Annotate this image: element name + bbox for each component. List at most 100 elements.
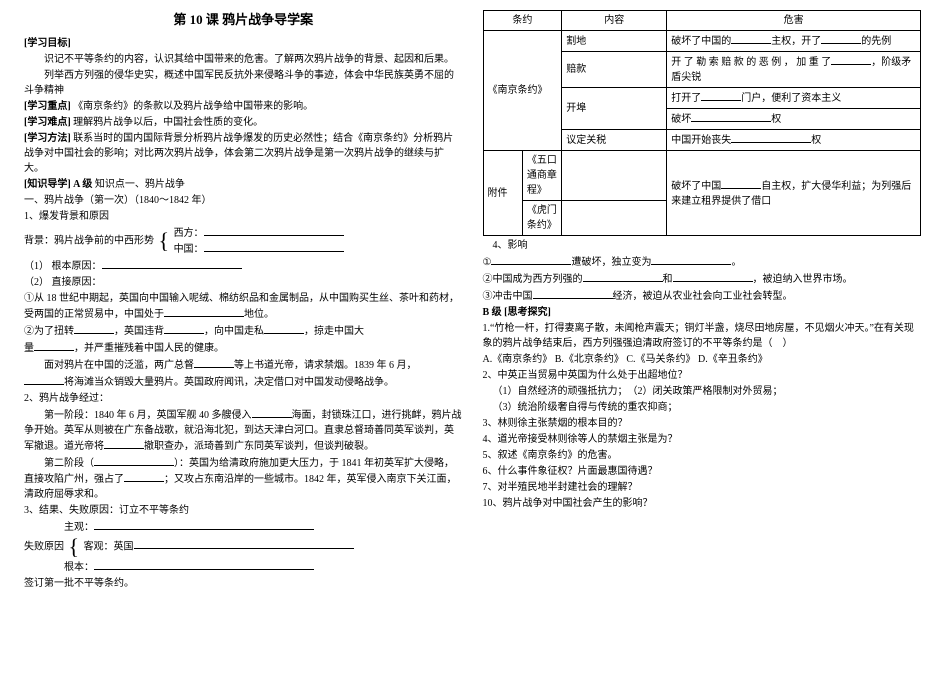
cause2-label: （2） 直接原因： [24,277,102,288]
t3: 的先例 [861,36,891,47]
cause-detail-b: ②为了扭转，英国违背，向中国走私，掠走中国大 [24,323,463,339]
cell-cede: 割地 [562,31,667,52]
t1: 破坏了中国的 [671,36,731,47]
q6: 6、什么事件象征权？片面最惠国待遇？ [483,464,922,479]
treaty-table: 条约 内容 危害 《南京条约》 割地 破坏了中国的 主权，开了 的先例 赔款 开 了… [483,10,922,236]
blank[interactable] [831,54,871,65]
ce-text: 将海滩当众销毁大量鸦片。英国政府闻讯，决定借口对中国发动侵略战争。 [64,377,394,388]
th-harm: 危害 [667,11,921,31]
cb-3: ，向中国走私 [204,326,264,337]
blank[interactable] [204,225,344,236]
i1b: 遭破坏，独立变为 [571,257,651,268]
q3: 3、林则徐主张禁烟的根本目的？ [483,416,922,431]
blank[interactable] [583,271,663,282]
sub-label: 主观： [64,522,94,533]
blank[interactable] [651,254,731,265]
brace-icon: { [69,536,80,558]
p2b-3: 直接攻陷广州，强占了 [24,474,124,485]
blank[interactable] [74,323,114,334]
blank[interactable] [94,559,314,570]
blank[interactable] [491,254,571,265]
p2b-2: ）：英国为给清政府施加更大压力，于 1841 年初英军扩大侵略， [174,458,454,469]
know-sub: 知识点一、鸦片战争 [95,179,185,190]
bg-china: 中国： [174,244,204,255]
t1: 中国开始丧失 [671,135,731,146]
cd-1: 面对鸦片在中国的泛滥，两广总督 [44,360,194,371]
impact-2: ②中国成为西方列强的和，被迫纳入世界市场。 [483,271,922,287]
bg-label: 背景：鸦片战争前的中西形势 [24,235,154,246]
cell-attach-2-content [562,201,667,236]
q1-options: A.《南京条约》 B.《北京条约》 C.《马关条约》 D.《辛丑条约》 [483,352,922,367]
q8: 10、鸦片战争对中国社会产生的影响？ [483,496,922,511]
blank[interactable] [731,132,811,143]
blank[interactable] [94,455,174,466]
p2a-3: 撤职查办，派琦善到广东同英军谈判，但谈判破裂。 [144,441,374,452]
blank[interactable] [821,33,861,44]
t1: 打开了 [671,93,701,104]
i1c: 。 [731,257,741,268]
blank[interactable] [164,323,204,334]
p2b-1: 第二阶段（ [44,458,94,469]
blank[interactable] [104,438,144,449]
i2a: ②中国成为西方列强的 [483,274,583,285]
t1: 破坏了中国 [671,181,721,192]
cc-2: ，并严重摧残着中国人民的健康。 [74,343,224,354]
blank[interactable] [533,288,613,299]
cell-attach-1: 《五口通商章程》 [522,151,561,201]
b-level: B 级 [483,307,502,318]
subjective: 主观： [34,519,463,535]
heading-method: [学习方法] [24,133,71,144]
blank[interactable] [204,241,344,252]
reason-label: 失败原因 [24,541,64,552]
cell-indemnity-harm: 开 了 勒 索 赔 款 的 恶 例 ， 加 重 了，阶级矛盾尖锐 [667,52,921,88]
bg-west: 西方： [174,228,204,239]
q1: 1.“竹枪一杆，打得妻离子散，未闻枪声震天；铜灯半盏，烧尽田地房屋，不见烟火冲天… [483,321,922,351]
brace-icon: { [159,230,170,252]
heading-know: [知识导学] A 级 [24,179,92,190]
i1a: ① [483,257,492,268]
blank[interactable] [24,374,64,385]
para-3: 3、结果、失败原因：订立不平等条约 [24,503,463,518]
cause-2: （2） 直接原因： [24,275,463,290]
cb-1: ②为了扭转 [24,326,74,337]
cb-4: ，掠走中国大 [304,326,364,337]
blank[interactable] [673,271,753,282]
blank[interactable] [691,111,771,122]
p2-a: 第一阶段：1840 年 6 月，英国军舰 40 多艘侵入海面，封锁珠江口，进行挑… [24,407,463,454]
t2: 主权，开了 [771,36,821,47]
blank[interactable] [164,306,244,317]
blank[interactable] [264,323,304,334]
heading-goal: [学习目标] [24,38,71,49]
p2a-1: 第一阶段：1840 年 6 月，英国军舰 40 多艘侵入 [44,410,252,421]
i3b: 经济，被迫从农业社会向工业社会转型。 [613,291,793,302]
blank[interactable] [252,407,292,418]
goal-p1: 识记不平等条约的内容，认识其给中国带来的危害。了解两次鸦片战争的背景、起因和后果… [24,52,463,67]
t2: 权 [771,114,781,125]
heading-focus: [学习重点] [24,101,71,112]
blank[interactable] [194,357,234,368]
cause-detail-c: 量，并严重摧残着中国人民的健康。 [24,340,463,356]
i2b: 和 [663,274,673,285]
cd-2: 等上书道光帝，请求禁烟。1839 年 6 月， [234,360,417,371]
blank[interactable] [124,471,164,482]
blank[interactable] [134,538,354,549]
think-head: [思考探究] [504,307,551,318]
cell-nanjing: 《南京条约》 [483,31,562,151]
blank[interactable] [731,33,771,44]
q4: 4、道光帝接受林则徐等人的禁烟主张是为？ [483,432,922,447]
table-row: 条约 内容 危害 [483,11,921,31]
heading-diff: [学习难点] [24,117,71,128]
cell-attach-1-content [562,151,667,201]
q5: 5、叙述《南京条约》的危害。 [483,448,922,463]
cell-indemnity: 赔款 [562,52,667,88]
blank[interactable] [701,90,741,101]
th-content: 内容 [562,11,667,31]
blank[interactable] [94,519,314,530]
focus-body: 《南京条约》的条款以及鸦片战争给中国带来的影响。 [73,101,313,112]
cell-ports-harm2: 破坏权 [667,109,921,130]
blank[interactable] [102,258,242,269]
blank[interactable] [721,178,761,189]
blank[interactable] [34,340,74,351]
left-column: 第 10 课 鸦片战争导学案 [学习目标] 识记不平等条约的内容，认识其给中国带… [24,10,463,673]
q2a: （1）自然经济的顽强抵抗力； （2）闭关政策严格限制对外贸易； [493,384,922,399]
